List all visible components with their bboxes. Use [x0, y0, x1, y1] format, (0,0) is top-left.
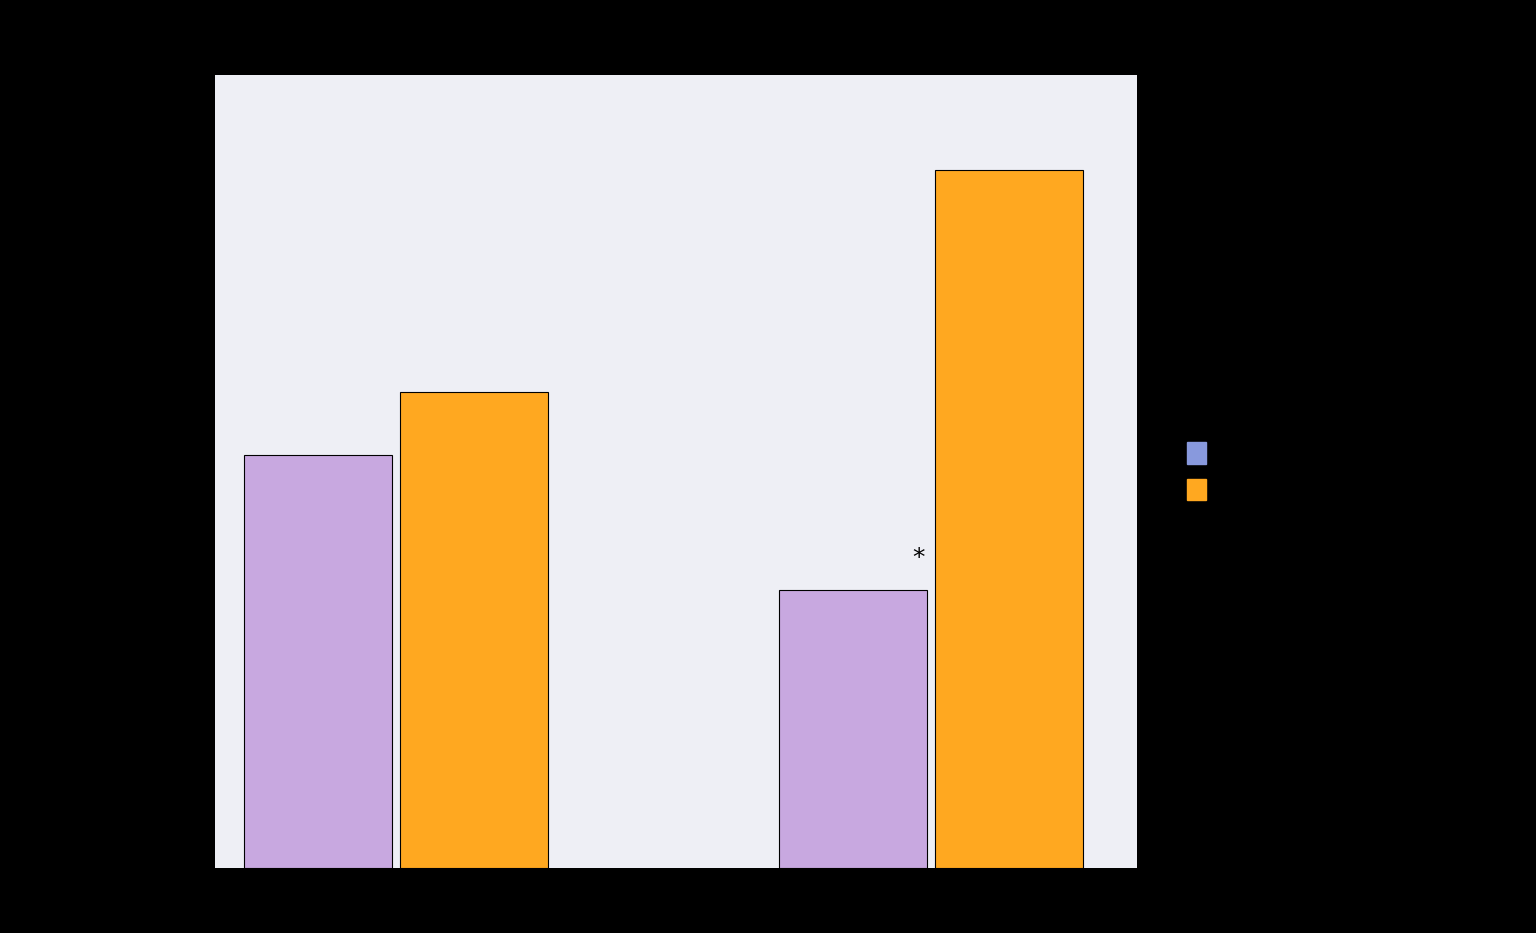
- Text: *: *: [912, 547, 925, 570]
- Legend: , : ,: [1181, 436, 1217, 507]
- Bar: [401, 392, 548, 868]
- Bar: [779, 591, 926, 868]
- Bar: [935, 170, 1083, 868]
- Bar: [244, 455, 392, 868]
